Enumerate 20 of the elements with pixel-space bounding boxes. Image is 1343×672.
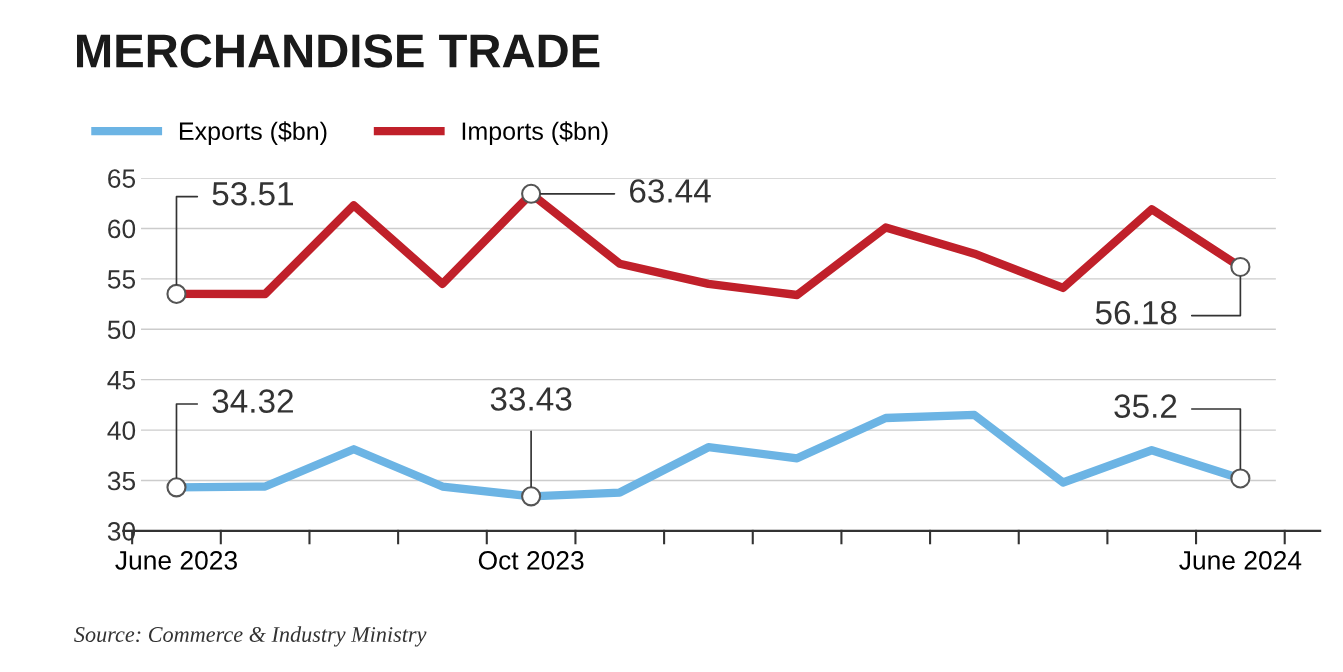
y-tick-label: 45 (107, 371, 136, 390)
y-tick-label: 40 (107, 421, 136, 440)
y-tick-label: 35 (107, 471, 136, 491)
x-tick-label: June 2024 (1179, 551, 1302, 570)
annotation: 63.44 (630, 179, 711, 203)
y-tick-label: 50 (107, 320, 136, 340)
y-tick-label: 60 (108, 219, 136, 239)
y-tick-label: 65 (108, 169, 136, 188)
y-tick-label: 55 (107, 270, 136, 289)
annotation: 53.51 (212, 182, 293, 206)
chart-title: MERCHANDISE TRADE (77, 34, 600, 68)
annotation: 33.43 (490, 387, 572, 411)
annotation: 35.2 (1114, 394, 1177, 418)
legend-label: Imports ($bn) (462, 121, 608, 145)
source-note: Source: Commerce & Industry Ministry (74, 626, 427, 647)
annotation: 34.32 (212, 389, 293, 413)
x-tick-label: June 2023 (115, 551, 237, 570)
annotation: 56.18 (1095, 300, 1177, 325)
legend-label: Exports ($bn) (179, 121, 327, 145)
x-tick-label: Oct 2023 (478, 551, 584, 570)
